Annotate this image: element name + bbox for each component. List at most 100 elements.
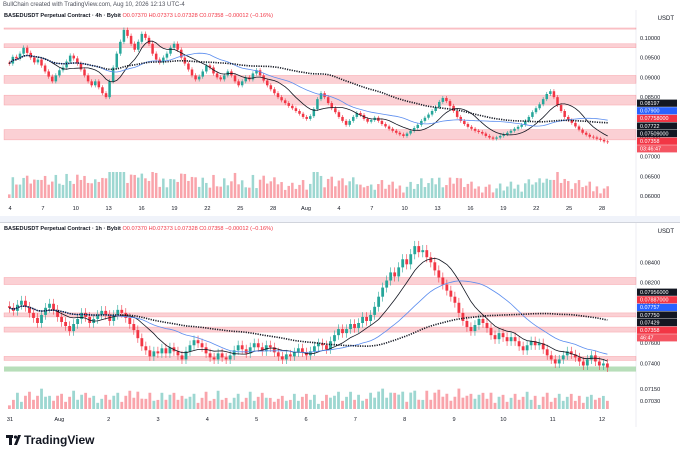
volume-bar <box>8 194 11 198</box>
volume-bar <box>232 397 236 409</box>
volume-bar <box>393 392 397 409</box>
candle-body <box>140 338 144 347</box>
volume-bar <box>128 390 132 409</box>
y-axis-tick-label: 0.07000 <box>640 154 660 160</box>
candle-body <box>509 130 513 133</box>
y-axis-tick-label: 0.06000 <box>640 194 660 200</box>
candle-body <box>144 33 147 38</box>
volume-bar <box>80 394 84 409</box>
candle-body <box>581 129 584 133</box>
volume-bar <box>216 390 220 409</box>
ohlc-readout-1h: O0.07370 H0.07373 L0.07328 C0.07358 −0.0… <box>122 226 273 232</box>
volume-bar <box>552 179 556 198</box>
candle-body <box>429 257 433 263</box>
volume-bar <box>463 187 466 198</box>
candle-body <box>498 135 502 138</box>
volume-bar <box>223 178 226 198</box>
volume-bar <box>244 397 248 409</box>
candle-body <box>352 116 355 121</box>
candle-body <box>68 55 72 62</box>
volume-bar <box>29 183 33 198</box>
volume-bar <box>438 177 441 198</box>
candle-body <box>276 352 280 357</box>
volume-bar <box>136 391 140 409</box>
volume-bar <box>148 392 152 409</box>
candle-body <box>256 343 260 348</box>
volume-bar <box>194 177 197 198</box>
candle-body <box>405 133 409 136</box>
candle-body <box>294 108 298 111</box>
candle-body <box>445 284 449 291</box>
candle-body <box>116 309 120 315</box>
candle-body <box>40 314 43 323</box>
candle-body <box>169 47 172 54</box>
moving-average-slow <box>8 54 608 124</box>
candle-body <box>319 93 323 100</box>
volume-bar <box>577 395 581 409</box>
candle-body <box>545 349 549 356</box>
pane-separator[interactable] <box>0 216 680 222</box>
volume-bar <box>498 183 502 198</box>
y-axis-tick-label: 0.08200 <box>640 281 660 287</box>
volume-bar <box>36 179 40 198</box>
volume-bar <box>417 399 421 409</box>
volume-bar <box>593 399 597 409</box>
volume-bar <box>359 184 362 198</box>
price-label-box <box>637 311 677 319</box>
volume-bar <box>445 185 448 198</box>
volume-bar <box>366 185 369 198</box>
candle-body <box>469 327 473 332</box>
candle-body <box>260 347 264 352</box>
candle-body <box>549 91 552 94</box>
candle-body <box>136 330 140 339</box>
candle-body <box>305 116 308 119</box>
volume-bar <box>373 397 377 409</box>
volume-bar <box>455 177 459 198</box>
candle-body <box>437 270 441 278</box>
y-axis-tick-label: 0.07150 <box>640 387 660 393</box>
volume-bar <box>430 178 434 198</box>
volume-bar <box>369 184 373 198</box>
volume-bar <box>228 402 232 409</box>
volume-bar <box>40 388 43 409</box>
candle-body <box>129 35 133 44</box>
volume-bar <box>152 400 156 409</box>
candle-body <box>531 112 534 117</box>
chart-canvas-1h[interactable]: 31 Aug 2 3 4 5 6 7 8 9 10 11 12 0.08400 0.08200 0.08000… <box>0 223 680 427</box>
candle-body <box>223 75 226 80</box>
candle-body <box>47 71 50 77</box>
candle-body <box>559 105 563 111</box>
volume-bar <box>190 176 194 198</box>
chart-pane-1h[interactable]: BASEDUSDT Perpetual Contract · 1h · Bybi… <box>0 222 680 427</box>
candle-body <box>570 120 574 123</box>
candle-body <box>366 118 369 122</box>
candle-body <box>258 70 262 76</box>
candle-body <box>481 131 484 134</box>
candle-body <box>463 120 466 125</box>
price-label-text: 0.07758000 <box>640 116 668 122</box>
volume-bar <box>441 187 445 198</box>
candle-body <box>538 104 541 109</box>
volume-bar <box>401 391 405 409</box>
volume-bar <box>321 400 324 409</box>
candle-body <box>601 363 605 366</box>
candle-body <box>68 326 72 332</box>
volume-bar <box>473 398 477 409</box>
volume-bar <box>140 173 144 198</box>
y-axis-tick-label: 0.06500 <box>640 174 660 180</box>
volume-bar <box>258 179 262 198</box>
candle-body <box>541 99 545 105</box>
volume-bar <box>244 187 248 198</box>
candle-body <box>529 341 533 346</box>
volume-bar <box>96 402 100 409</box>
volume-bar <box>377 391 381 409</box>
volume-bar <box>301 180 305 198</box>
chart-canvas-4h[interactable]: 4 7 10 13 16 19 22 25 28 Aug 4 7 10 13 16 19 22 25 28 0.100… <box>0 10 680 216</box>
volume-bar <box>226 185 230 198</box>
volume-bar <box>312 172 316 198</box>
chart-pane-4h[interactable]: BASEDUSDT Perpetual Contract · 4h · Bybi… <box>0 10 680 217</box>
volume-bar <box>434 184 437 198</box>
volume-bar <box>68 180 72 198</box>
price-label-box <box>637 107 677 115</box>
volume-bar <box>15 184 18 198</box>
